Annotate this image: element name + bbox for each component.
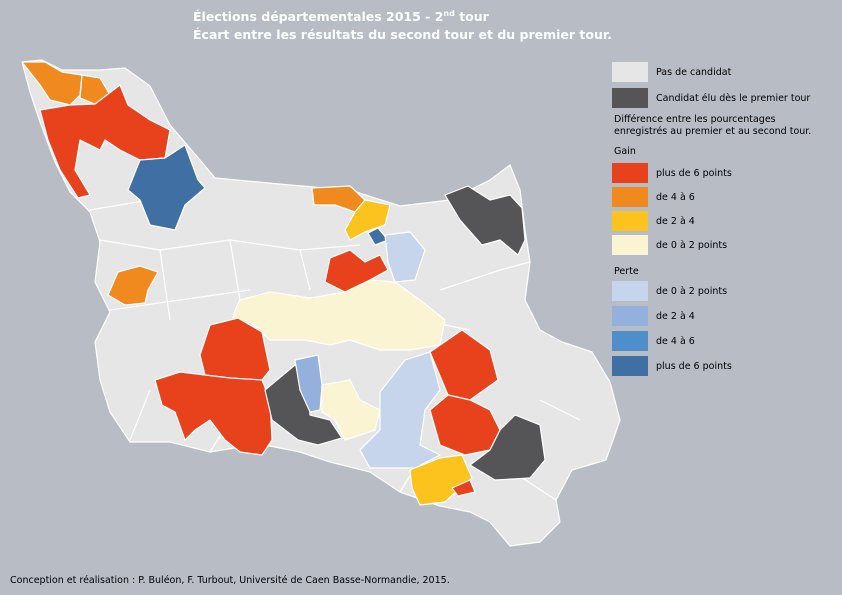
legend-swatch: [612, 331, 648, 351]
legend-swatch: [612, 306, 648, 326]
title-main: Élections départementales 2015 - 2: [193, 9, 443, 24]
legend-swatch: [612, 281, 648, 301]
legend-label: de 2 à 4: [656, 216, 695, 227]
legend-swatch: [612, 88, 648, 108]
region: [359, 351, 441, 469]
legend-swatch: [612, 62, 648, 82]
legend: Pas de candidat Candidat élu dès le premi…: [612, 62, 811, 376]
legend-label: de 4 à 6: [656, 336, 695, 347]
legend-label: de 2 à 4: [656, 311, 695, 322]
region: [444, 185, 526, 256]
title-sup: nd: [443, 9, 455, 18]
legend-note: enregistrés au premier et au second tour…: [614, 126, 811, 137]
legend-swatch: [612, 235, 648, 255]
legend-group-title: Gain: [614, 146, 636, 157]
region: [451, 479, 476, 497]
legend-swatch: [612, 163, 648, 183]
legend-group-title: Perte: [614, 266, 639, 277]
legend-label: plus de 6 points: [656, 361, 732, 372]
legend-label: plus de 6 points: [656, 168, 732, 179]
region: [39, 84, 171, 199]
legend-label: de 0 à 2 points: [656, 240, 727, 251]
legend-label: de 4 à 6: [656, 192, 695, 203]
region: [384, 231, 426, 283]
map: [21, 59, 621, 547]
legend-swatch: [612, 356, 648, 376]
region: [344, 199, 391, 241]
region: [107, 265, 159, 306]
credit: Conception et réalisation : P. Buléon, F…: [10, 575, 450, 586]
title-line1: Élections départementales 2015 - 2nd tou…: [193, 9, 490, 24]
legend-label: de 0 à 2 points: [656, 286, 727, 297]
region: [154, 371, 273, 456]
region: [324, 249, 389, 293]
region-borders: [89, 199, 581, 501]
legend-note: Différence entre les pourcentages: [614, 114, 776, 125]
legend-label: Pas de candidat: [656, 67, 732, 78]
region: [469, 414, 546, 481]
legend-label: Candidat élu dès le premier tour: [656, 93, 810, 104]
region: [229, 279, 446, 351]
legend-swatch: [612, 187, 648, 207]
region: [321, 379, 381, 441]
region: [294, 354, 323, 413]
title-line2: Écart entre les résultats du second tour…: [193, 27, 612, 42]
region: [127, 144, 206, 231]
title-end: tour: [455, 9, 490, 24]
legend-swatch: [612, 211, 648, 231]
